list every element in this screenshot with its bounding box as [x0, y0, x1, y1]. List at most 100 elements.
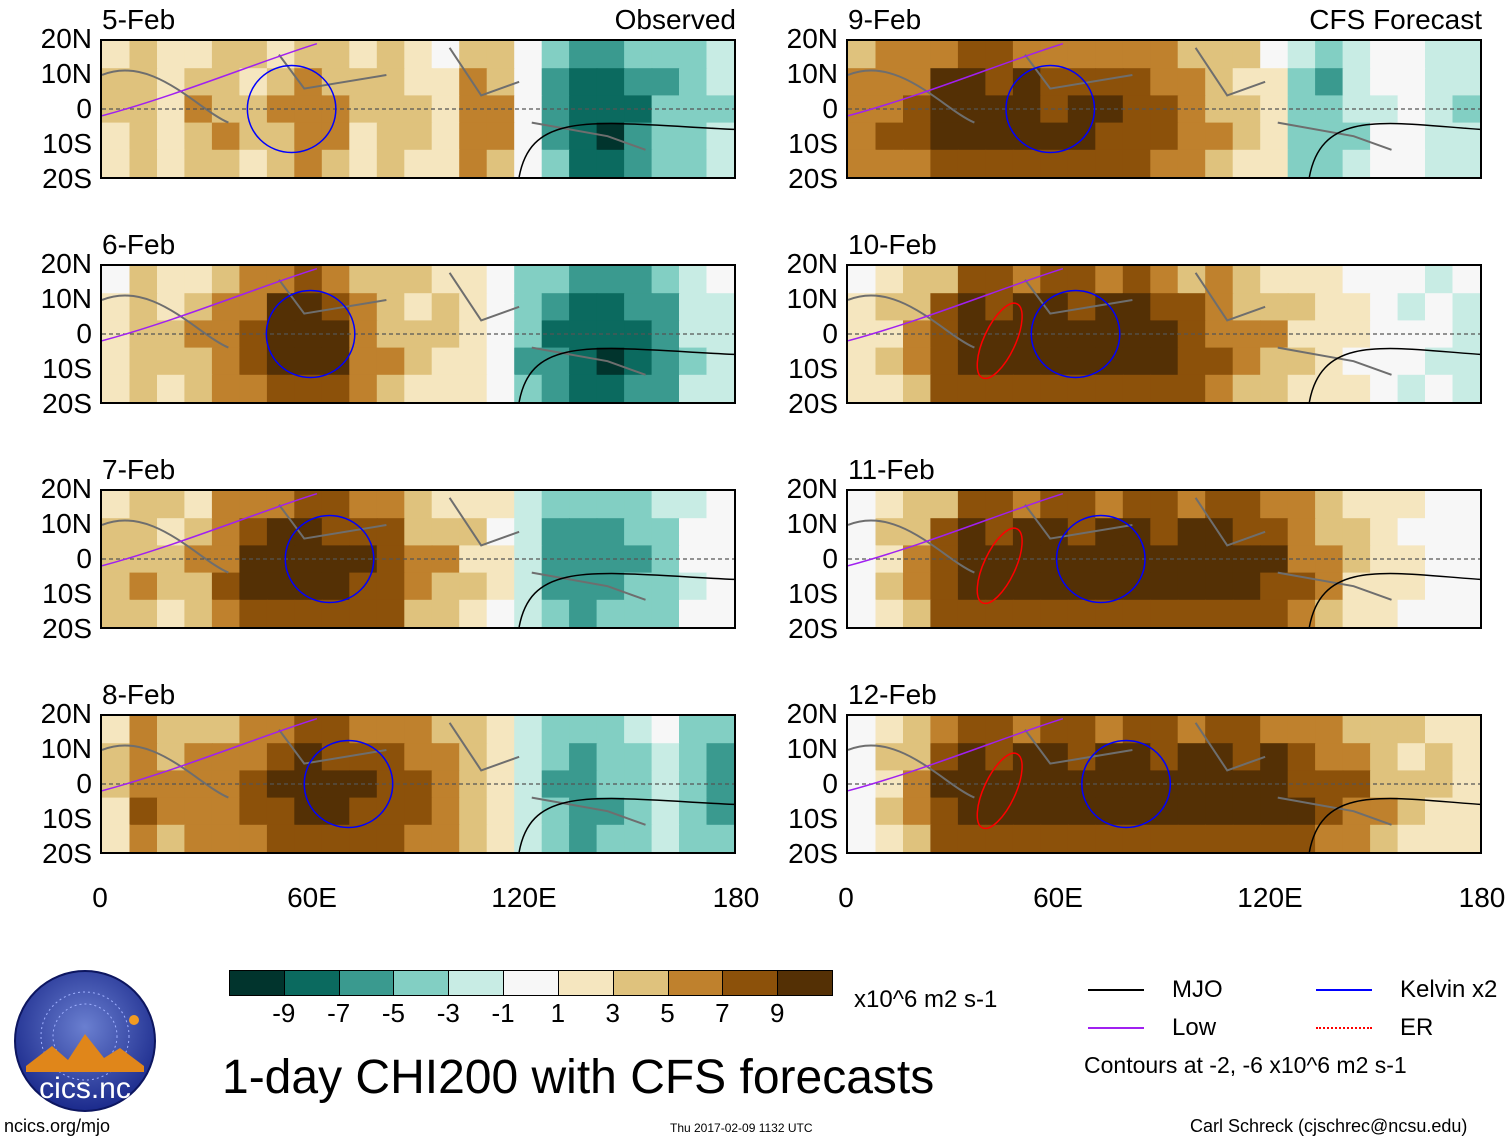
heat-cell	[376, 491, 406, 519]
heat-cell	[184, 824, 213, 852]
heat-cell	[1425, 599, 1454, 627]
legend-swatch-kelvin-x2	[1316, 989, 1372, 991]
heat-cell	[184, 572, 213, 601]
heat-cell	[1122, 149, 1152, 177]
heat-cell	[1012, 293, 1042, 322]
footer-left: ncics.org/mjo	[4, 1116, 111, 1136]
heat-cell	[569, 374, 598, 402]
lat-label: 0	[76, 543, 92, 574]
heat-cell	[569, 572, 598, 601]
heat-cell	[431, 122, 460, 151]
heat-cell	[1452, 824, 1480, 852]
heat-cell	[541, 374, 570, 402]
legend-label: MJO	[1172, 976, 1223, 1003]
heat-cell	[985, 572, 1014, 601]
heat-cell	[486, 122, 515, 151]
coastline	[102, 272, 646, 376]
heat-cell	[321, 797, 351, 826]
coastline	[848, 272, 1392, 376]
lat-label: 0	[822, 543, 838, 574]
lat-label: 10N	[40, 733, 92, 764]
heat-cell	[1452, 743, 1480, 772]
heat-cell	[957, 293, 987, 322]
heat-cell	[1232, 716, 1261, 744]
heat-cell	[266, 743, 296, 772]
heat-cell	[349, 824, 378, 852]
heat-cell	[1012, 824, 1042, 852]
heat-cell	[459, 824, 488, 852]
heat-cell	[706, 491, 734, 519]
legend-swatch-mjo	[1088, 989, 1144, 991]
heat-cell	[1205, 122, 1234, 151]
heat-cell	[651, 716, 680, 744]
heat-cell	[596, 266, 625, 294]
heat-cell	[1287, 716, 1316, 744]
heat-cell	[211, 266, 241, 294]
heat-cell	[596, 743, 625, 772]
heat-cell	[239, 293, 268, 322]
heat-cell	[903, 491, 932, 519]
heat-cell	[1315, 797, 1344, 826]
heat-cell	[1260, 374, 1289, 402]
heat-cell	[1177, 716, 1206, 744]
heat-cell	[431, 599, 460, 627]
heat-cell	[624, 41, 653, 69]
heat-cell	[1012, 518, 1042, 547]
heat-cell	[211, 716, 241, 744]
heat-cell	[239, 68, 268, 97]
heat-cell	[875, 122, 904, 151]
heat-cell	[1342, 716, 1371, 744]
heat-cell	[1177, 347, 1206, 376]
heat-cell	[1425, 68, 1454, 97]
heat-cell	[1095, 824, 1124, 852]
heat-cell	[157, 599, 186, 627]
heat-cell	[903, 716, 932, 744]
heat-cell	[1150, 122, 1179, 151]
heat-cell	[1122, 572, 1152, 601]
heat-cell	[1315, 599, 1344, 627]
colorbar-tick: -3	[436, 998, 460, 1028]
lat-label: 20N	[40, 698, 92, 729]
heat-cell	[706, 743, 734, 772]
heat-cell	[459, 41, 488, 69]
heat-cell	[985, 122, 1014, 151]
heat-cell	[903, 374, 932, 402]
heat-cell	[459, 716, 488, 744]
heat-cell	[404, 599, 433, 627]
heat-cell	[1177, 572, 1206, 601]
mjo-contour	[1308, 122, 1480, 177]
heat-cell	[404, 743, 433, 772]
heat-cell	[1067, 491, 1097, 519]
heat-cell	[157, 149, 186, 177]
lat-label: 10S	[42, 128, 92, 159]
heat-cell	[1205, 266, 1234, 294]
heat-cell	[1095, 797, 1124, 826]
heat-cell	[486, 41, 515, 69]
heat-cell	[957, 347, 987, 376]
heat-cell	[624, 293, 653, 322]
heat-cell	[1452, 347, 1480, 376]
colorbar-swatch	[722, 970, 779, 996]
heat-cell	[266, 518, 296, 547]
heat-cell	[376, 122, 406, 151]
heat-cell	[957, 491, 987, 519]
lon-label: 0	[92, 882, 108, 913]
heat-cell	[1370, 599, 1399, 627]
heat-cell	[266, 797, 296, 826]
heat-cell	[486, 266, 515, 294]
mjo-contour	[1308, 572, 1480, 627]
heat-cell	[294, 599, 323, 627]
heat-cell	[266, 122, 296, 151]
heat-cell	[1040, 122, 1069, 151]
heat-cell	[1012, 347, 1042, 376]
heat-cell	[486, 347, 515, 376]
heat-cell	[1425, 518, 1454, 547]
heat-cell	[875, 572, 904, 601]
panel-source-label: CFS Forecast	[1309, 4, 1482, 35]
colorbar-tick: 1	[550, 998, 566, 1028]
heat-cell	[1177, 293, 1206, 322]
heat-cell	[486, 572, 515, 601]
heat-cell	[1122, 374, 1152, 402]
heat-cell	[1040, 572, 1069, 601]
heat-cell	[903, 149, 932, 177]
